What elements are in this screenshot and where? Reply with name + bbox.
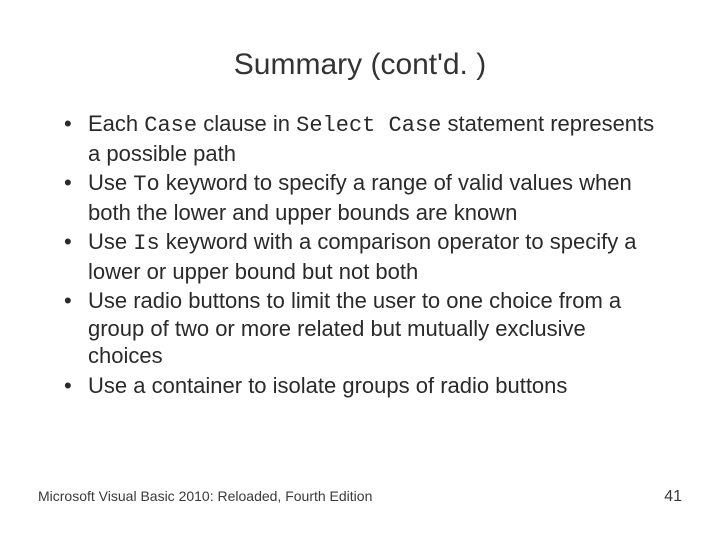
code-text: Select Case — [296, 113, 441, 138]
bullet-item: Use Is keyword with a comparison operato… — [58, 228, 662, 285]
footer-text: Microsoft Visual Basic 2010: Reloaded, F… — [38, 488, 372, 504]
page-number: 41 — [664, 488, 682, 506]
slide-footer: Microsoft Visual Basic 2010: Reloaded, F… — [38, 488, 682, 506]
bullet-list: Each Case clause in Select Case statemen… — [58, 110, 662, 399]
slide-body: Each Case clause in Select Case statemen… — [0, 110, 720, 399]
body-text: Use a container to isolate groups of rad… — [88, 373, 567, 398]
slide-title: Summary (cont'd. ) — [0, 0, 720, 110]
bullet-item: Use radio buttons to limit the user to o… — [58, 287, 662, 370]
body-text: Each — [88, 111, 144, 136]
body-text: Use — [88, 229, 133, 254]
code-text: Case — [144, 113, 197, 138]
body-text: Use radio buttons to limit the user to o… — [88, 288, 621, 368]
code-text: Is — [133, 231, 159, 256]
code-text: To — [133, 172, 159, 197]
body-text: keyword with a comparison operator to sp… — [88, 229, 637, 284]
bullet-item: Use a container to isolate groups of rad… — [58, 372, 662, 400]
body-text: Use — [88, 170, 133, 195]
body-text: keyword to specify a range of valid valu… — [88, 170, 632, 225]
bullet-item: Each Case clause in Select Case statemen… — [58, 110, 662, 167]
bullet-item: Use To keyword to specify a range of val… — [58, 169, 662, 226]
slide: Summary (cont'd. ) Each Case clause in S… — [0, 0, 720, 540]
body-text: clause in — [197, 111, 296, 136]
